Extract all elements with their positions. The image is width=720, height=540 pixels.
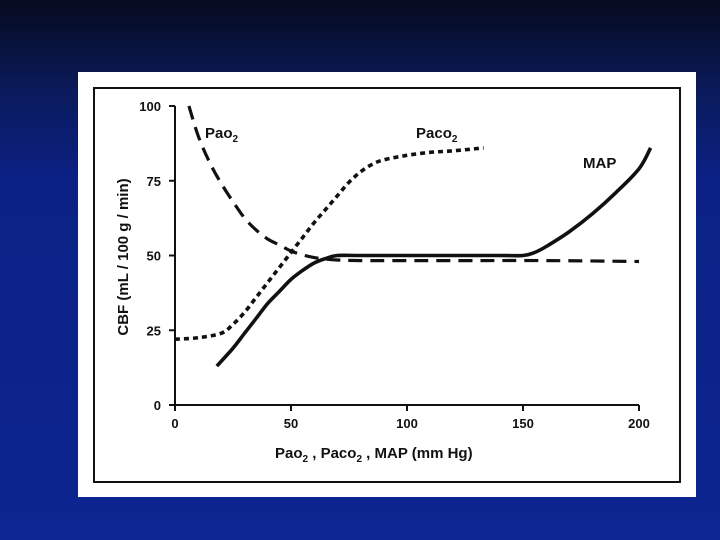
x-tick-label: 0 [171, 416, 178, 431]
series-label-paco2-part: 2 [452, 134, 458, 145]
x-axis-label-part: , Paco [308, 445, 356, 462]
x-axis-label: Pao2 , Paco2 , MAP (mm Hg) [275, 445, 473, 465]
y-axis-label-group: CBF (mL / 100 g / min) [115, 178, 132, 335]
series-label-paco2-part: Paco [416, 125, 452, 142]
x-axis-label-part: Pao [275, 445, 303, 462]
chart-frame [93, 87, 681, 483]
series-label-pao2: Pao2 [205, 125, 239, 145]
y-tick-label: 50 [147, 249, 161, 264]
y-tick-label: 25 [147, 323, 161, 338]
x-tick-label: 100 [396, 416, 418, 431]
y-axis-label-part: CBF (mL / 100 g / min) [115, 178, 132, 335]
series-line-pao2 [187, 105, 640, 264]
series-label-pao2-part: 2 [233, 134, 239, 145]
x-tick-label: 50 [284, 416, 298, 431]
series-label-map: MAP [583, 155, 616, 172]
series-line-map [215, 147, 653, 368]
series-line-paco2 [174, 146, 484, 341]
series-label-paco2: Paco2 [416, 125, 458, 145]
x-tick-label: 200 [628, 416, 650, 431]
y-tick-label: 0 [154, 398, 161, 413]
chart-panel: 0 25 50 75 100 0 50 100 150 200 Pao2 , Paco2 , MAP… [78, 72, 696, 497]
series-label-map-part: MAP [583, 155, 616, 172]
x-axis-label-part: 2 [303, 454, 309, 465]
series-label-pao2-part: Pao [205, 125, 233, 142]
x-tick-label: 150 [512, 416, 534, 431]
x-axis-label-part: , MAP (mm Hg) [362, 445, 473, 462]
x-axis-label-part: 2 [356, 454, 362, 465]
y-axis-label: CBF (mL / 100 g / min) [115, 178, 132, 335]
series-lines [174, 105, 653, 368]
y-tick-label: 100 [139, 99, 161, 114]
y-tick-label: 75 [147, 174, 161, 189]
